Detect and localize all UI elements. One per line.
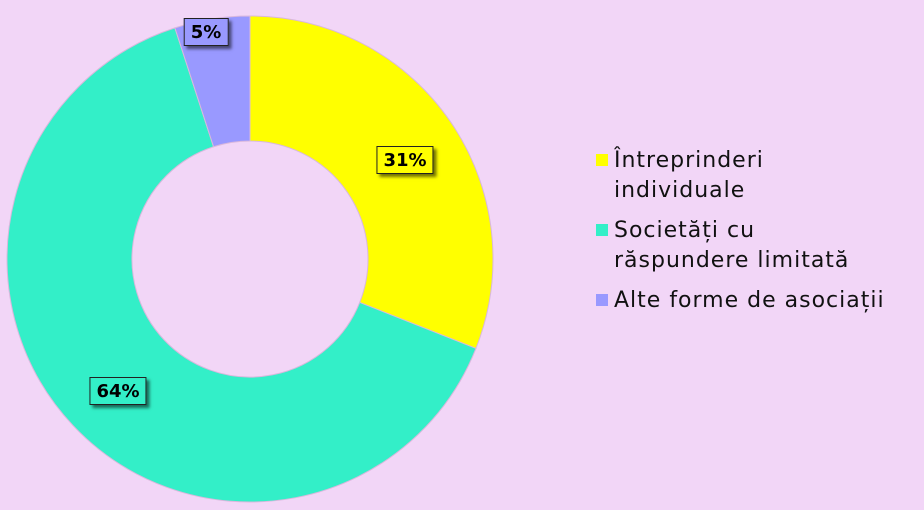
donut-slice — [249, 15, 494, 350]
data-label: 5% — [183, 18, 229, 46]
legend-label: Întreprinderi individuale — [614, 148, 764, 203]
data-label: 31% — [376, 146, 434, 174]
data-label: 64% — [89, 377, 147, 405]
legend-item: Întreprinderi individuale — [596, 146, 924, 206]
legend-swatch — [596, 154, 608, 166]
legend-label: Alte forme de asociații — [614, 288, 885, 313]
legend-item: Societăți cu răspundere limitată — [596, 216, 924, 276]
legend-swatch — [596, 294, 608, 306]
legend-label: Societăți cu răspundere limitată — [614, 218, 850, 273]
legend-item: Alte forme de asociații — [596, 286, 924, 316]
chart-legend: Întreprinderi individuale Societăți cu ră… — [596, 146, 924, 326]
legend-swatch — [596, 224, 608, 236]
